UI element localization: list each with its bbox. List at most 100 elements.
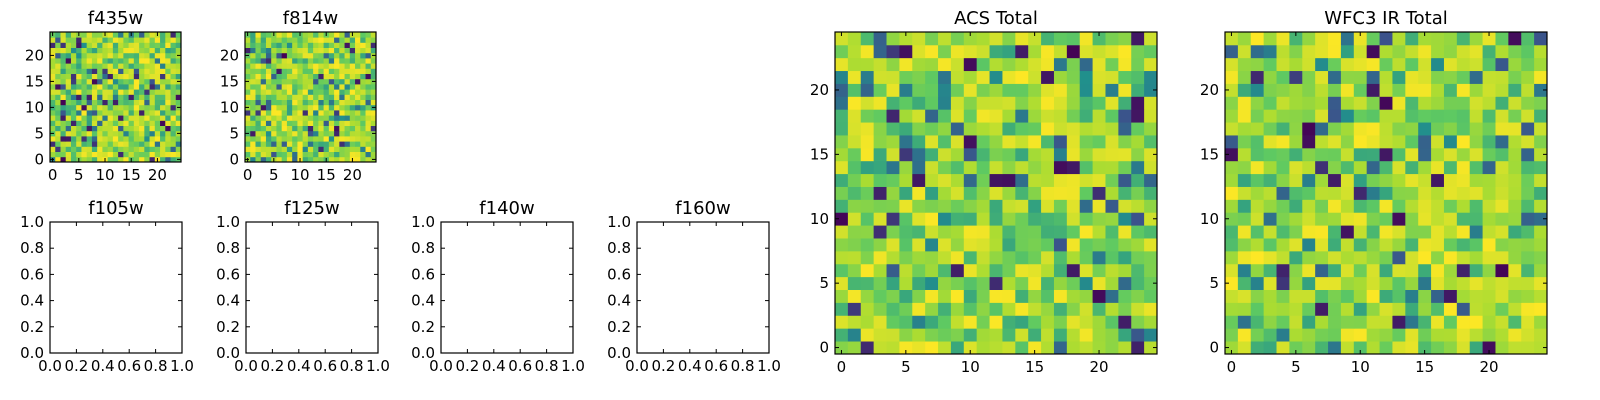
heatmap-cell — [250, 63, 256, 69]
heatmap-cell — [1053, 173, 1068, 187]
heatmap-cell — [1534, 44, 1548, 59]
heatmap-cell — [1041, 147, 1055, 162]
heatmap-cell — [60, 99, 67, 106]
heatmap-cell — [170, 52, 177, 59]
heatmap-cell — [292, 37, 298, 43]
heatmap-cell — [97, 52, 103, 59]
heatmap-cell — [835, 263, 849, 278]
heatmap-cell — [107, 47, 114, 54]
heatmap-cell — [355, 141, 361, 147]
heatmap-cell — [1418, 186, 1432, 200]
heatmap-cell — [149, 84, 156, 90]
heatmap-cell — [1328, 44, 1342, 59]
heatmap-cell — [255, 32, 262, 38]
heatmap-cell — [265, 120, 272, 126]
heatmap-cell — [1015, 341, 1029, 355]
heatmap-cell — [60, 151, 67, 158]
heatmap-cell — [835, 238, 849, 252]
heatmap-cell — [1225, 135, 1239, 149]
heatmap-cell — [1340, 315, 1355, 329]
heatmap-cell — [286, 52, 293, 59]
heatmap-cell — [323, 84, 330, 90]
heatmap-cell — [1041, 135, 1055, 149]
heatmap-cell — [950, 276, 965, 290]
heatmap-cell — [1443, 70, 1458, 84]
heatmap-cell — [160, 125, 166, 132]
heatmap-cell — [1118, 109, 1132, 123]
heatmap-cell — [963, 263, 978, 278]
heatmap-cell — [360, 78, 366, 85]
heatmap-cell — [160, 156, 166, 163]
heatmap-cell — [873, 109, 887, 123]
heatmap-cell — [107, 99, 114, 106]
heatmap-cell — [128, 151, 135, 158]
heatmap-cell — [1250, 225, 1265, 239]
heatmap-cell — [1456, 302, 1471, 316]
heatmap-cell — [1225, 160, 1239, 175]
heatmap-cell — [144, 47, 150, 54]
x-tick-label: 10 — [290, 166, 309, 184]
heatmap-cell — [1237, 186, 1252, 200]
heatmap-cell — [1328, 83, 1342, 97]
heatmap-cell — [160, 78, 166, 85]
heatmap-cell — [355, 73, 361, 80]
heatmap-cell — [260, 141, 267, 147]
heatmap-cell — [1495, 32, 1509, 46]
heatmap-cell — [297, 110, 304, 116]
heatmap-cell — [1328, 186, 1342, 200]
heatmap-cell — [1379, 263, 1393, 278]
heatmap-cell — [1315, 276, 1329, 290]
heatmap-cell — [1028, 186, 1042, 200]
heatmap-cell — [160, 104, 166, 111]
heatmap-cell — [344, 73, 351, 80]
heatmap-cell — [1105, 70, 1119, 84]
heatmap-cell — [1366, 250, 1380, 265]
heatmap-cell — [1263, 315, 1277, 329]
heatmap-cell — [349, 104, 356, 111]
heatmap-cell — [925, 44, 939, 59]
heatmap-cell — [1482, 44, 1496, 59]
heatmap-cell — [344, 136, 351, 142]
heatmap-cell — [925, 276, 939, 290]
heatmap-cell — [1144, 276, 1158, 290]
heatmap-cell — [154, 68, 161, 74]
heatmap-cell — [873, 315, 887, 329]
heatmap-cell — [297, 125, 304, 132]
heatmap-cell — [886, 147, 900, 162]
heatmap-cell — [123, 47, 129, 54]
heatmap-cell — [255, 84, 262, 90]
heatmap-cell — [1443, 212, 1458, 226]
heatmap-cell — [107, 130, 114, 137]
heatmap-cell — [97, 32, 103, 38]
heatmap-cell — [307, 156, 314, 163]
heatmap-cell — [847, 186, 862, 200]
heatmap-cell — [165, 120, 171, 126]
heatmap-cell — [91, 94, 98, 100]
heatmap-cell — [1521, 83, 1535, 97]
heatmap-cell — [313, 63, 319, 69]
heatmap-cell — [1508, 315, 1522, 329]
heatmap-cell — [260, 52, 267, 59]
heatmap-cell — [1315, 44, 1329, 59]
heatmap-cell — [1392, 199, 1406, 213]
heatmap-cell — [339, 78, 345, 85]
heatmap-cell — [313, 130, 319, 137]
heatmap-cell — [1144, 212, 1158, 226]
x-tick-label: 1.0 — [366, 357, 390, 375]
heatmap-cell — [1079, 57, 1093, 72]
heatmap-cell — [886, 122, 900, 136]
heatmap-cell — [149, 110, 156, 116]
heatmap-cell — [1508, 225, 1522, 239]
heatmap-cell — [976, 109, 990, 123]
heatmap-cell — [1066, 173, 1081, 187]
heatmap-cell — [1276, 263, 1290, 278]
heatmap-cell — [1353, 212, 1368, 226]
heatmap-cell — [1431, 83, 1445, 97]
heatmap-cell — [1328, 160, 1342, 175]
heatmap-cell — [1263, 263, 1277, 278]
axes-frame — [49, 221, 183, 354]
heatmap-cell — [250, 37, 256, 43]
heatmap-cell — [307, 52, 314, 59]
heatmap-cell — [1053, 328, 1068, 342]
